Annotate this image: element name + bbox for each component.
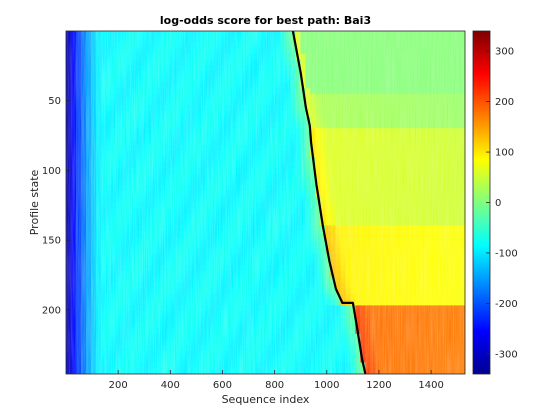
y-tick-label: 150: [42, 236, 61, 247]
x-tick-label: 1200: [366, 380, 391, 391]
plot-area: [66, 31, 465, 374]
plot-frame: [65, 30, 466, 375]
best-path-line: [291, 31, 367, 374]
x-tick-label: 800: [265, 380, 284, 391]
x-tick-label: 400: [161, 380, 180, 391]
colorbar-tick-label: -200: [495, 299, 518, 310]
y-tick-label: 100: [42, 166, 61, 177]
colorbar-ticks: 300 200 100 0 -100 -200 -300: [486, 47, 518, 360]
chart-title: log-odds score for best path: Bai3: [160, 14, 371, 27]
heatmap-texture: [66, 31, 465, 374]
colorbar-tick-label: 100: [495, 148, 514, 159]
y-axis-label: Profile state: [28, 169, 41, 235]
y-tick-label: 50: [48, 96, 61, 107]
colorbar-tick-label: -100: [495, 248, 518, 259]
colorbar-tick-label: 300: [495, 47, 514, 58]
x-tick-label: 1400: [418, 380, 443, 391]
colorbar-tick-label: -300: [495, 349, 518, 360]
x-axis-label: Sequence index: [222, 393, 310, 406]
y-tick-label: 200: [42, 305, 61, 316]
x-tick-label: 1000: [314, 380, 339, 391]
x-tick-label: 200: [109, 380, 128, 391]
x-axis-ticks: 200 400 600 800 1000 1200 1400: [109, 370, 444, 391]
colorbar-tick-label: 200: [495, 97, 514, 108]
x-tick-label: 600: [213, 380, 232, 391]
y-axis-ticks: 50 100 150 200: [42, 96, 70, 316]
colorbar-tick-label: 0: [495, 198, 501, 209]
